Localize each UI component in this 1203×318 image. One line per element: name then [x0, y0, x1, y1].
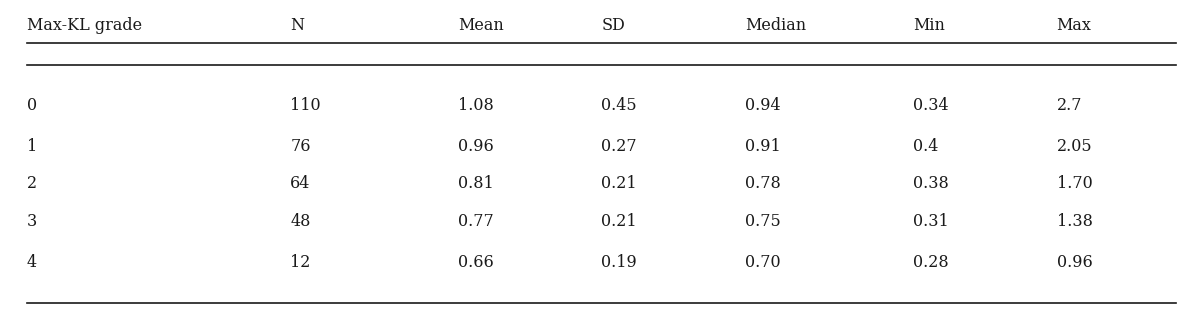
Text: 0.31: 0.31 — [913, 213, 949, 230]
Text: 0.21: 0.21 — [602, 213, 638, 230]
Text: 1.70: 1.70 — [1056, 176, 1092, 192]
Text: 2.7: 2.7 — [1056, 97, 1081, 114]
Text: 0.45: 0.45 — [602, 97, 638, 114]
Text: 48: 48 — [290, 213, 310, 230]
Text: Min: Min — [913, 17, 944, 34]
Text: Max-KL grade: Max-KL grade — [26, 17, 142, 34]
Text: 0.21: 0.21 — [602, 176, 638, 192]
Text: 1.38: 1.38 — [1056, 213, 1092, 230]
Text: 0.28: 0.28 — [913, 254, 948, 271]
Text: Max: Max — [1056, 17, 1091, 34]
Text: Median: Median — [745, 17, 806, 34]
Text: 0.81: 0.81 — [458, 176, 493, 192]
Text: 64: 64 — [290, 176, 310, 192]
Text: 0.4: 0.4 — [913, 138, 938, 155]
Text: 12: 12 — [290, 254, 310, 271]
Text: 0: 0 — [26, 97, 37, 114]
Text: 0.77: 0.77 — [458, 213, 493, 230]
Text: 0.19: 0.19 — [602, 254, 638, 271]
Text: 0.70: 0.70 — [745, 254, 781, 271]
Text: SD: SD — [602, 17, 626, 34]
Text: Mean: Mean — [458, 17, 504, 34]
Text: 0.94: 0.94 — [745, 97, 781, 114]
Text: 110: 110 — [290, 97, 321, 114]
Text: 0.38: 0.38 — [913, 176, 949, 192]
Text: 2.05: 2.05 — [1056, 138, 1092, 155]
Text: 0.91: 0.91 — [745, 138, 781, 155]
Text: 76: 76 — [290, 138, 310, 155]
Text: 0.96: 0.96 — [1056, 254, 1092, 271]
Text: 0.27: 0.27 — [602, 138, 638, 155]
Text: 0.96: 0.96 — [458, 138, 493, 155]
Text: N: N — [290, 17, 304, 34]
Text: 0.75: 0.75 — [745, 213, 781, 230]
Text: 2: 2 — [26, 176, 37, 192]
Text: 3: 3 — [26, 213, 37, 230]
Text: 1: 1 — [26, 138, 37, 155]
Text: 0.66: 0.66 — [458, 254, 493, 271]
Text: 1.08: 1.08 — [458, 97, 493, 114]
Text: 0.78: 0.78 — [745, 176, 781, 192]
Text: 4: 4 — [26, 254, 37, 271]
Text: 0.34: 0.34 — [913, 97, 948, 114]
